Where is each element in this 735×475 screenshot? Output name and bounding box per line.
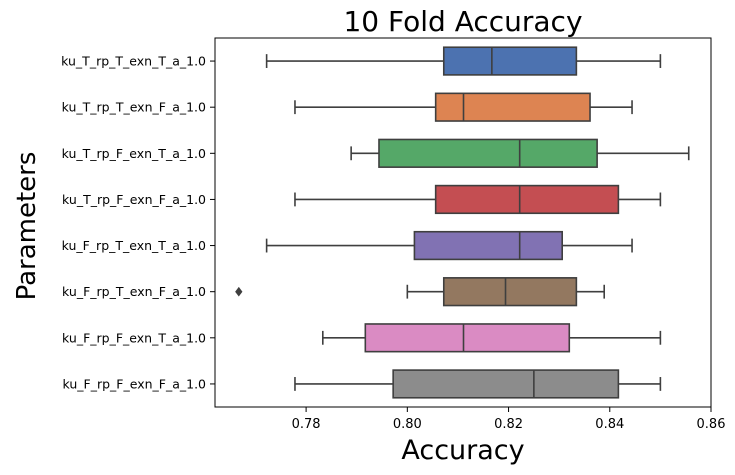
y-tick-label: ku_T_rp_F_exn_F_a_1.0	[62, 192, 206, 207]
plot-area: 0.78 0.80 0.82 0.84 0.86 ku_T_rp_T_exn_T_a_1.…	[61, 37, 726, 432]
box	[442, 46, 578, 76]
x-axis-label: Accuracy	[401, 435, 524, 466]
plot-frame	[214, 37, 712, 408]
x-tick-label: 0.84	[595, 417, 624, 432]
box	[392, 369, 620, 399]
x-tick-label: 0.78	[292, 417, 321, 432]
outlier-point	[235, 286, 243, 297]
box	[378, 138, 598, 168]
box	[442, 277, 578, 307]
box	[413, 230, 563, 261]
chart-title: 10 Fold Accuracy	[343, 5, 582, 38]
x-tick-label: 0.80	[393, 417, 422, 432]
box	[364, 323, 571, 353]
y-tick-label: ku_T_rp_T_exn_F_a_1.0	[62, 100, 206, 115]
y-tick-label: ku_F_rp_T_exn_F_a_1.0	[62, 284, 206, 299]
y-tick-label: ku_T_rp_T_exn_T_a_1.0	[61, 54, 206, 69]
y-tick-label: ku_F_rp_F_exn_T_a_1.0	[62, 330, 206, 345]
y-axis-label: Parameters	[12, 152, 42, 301]
box	[434, 184, 620, 215]
box	[434, 92, 591, 122]
y-tick-label: ku_F_rp_T_exn_T_a_1.0	[62, 238, 206, 253]
x-tick-label: 0.82	[494, 417, 523, 432]
y-tick-label: ku_T_rp_F_exn_T_a_1.0	[62, 146, 206, 161]
y-tick-label: ku_F_rp_F_exn_F_a_1.0	[63, 376, 207, 391]
x-tick-label: 0.86	[697, 417, 726, 432]
